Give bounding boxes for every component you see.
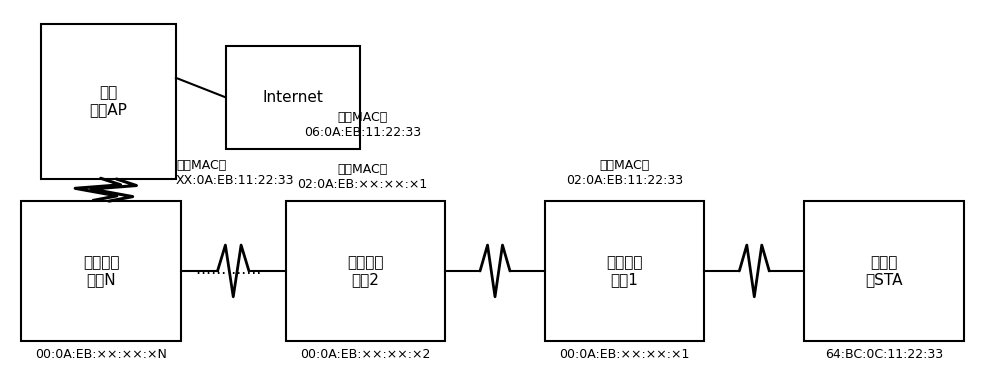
Text: 后端无
线STA: 后端无 线STA — [865, 255, 903, 287]
Text: 虚拟MAC：
02:0A:EB:××:××:×1: 虚拟MAC： 02:0A:EB:××:××:×1 — [297, 163, 428, 191]
FancyBboxPatch shape — [286, 201, 445, 341]
Text: 虚拟MAC：
02:0A:EB:11:22:33: 虚拟MAC： 02:0A:EB:11:22:33 — [566, 159, 683, 187]
Text: 00:0A:EB:××:××:×N: 00:0A:EB:××:××:×N — [35, 349, 167, 361]
FancyBboxPatch shape — [545, 201, 704, 341]
FancyBboxPatch shape — [226, 46, 360, 149]
FancyBboxPatch shape — [41, 23, 176, 179]
FancyBboxPatch shape — [21, 201, 181, 341]
Text: 虚拟MAC：
06:0A:EB:11:22:33: 虚拟MAC： 06:0A:EB:11:22:33 — [304, 111, 421, 139]
Text: 无线中继
设备N: 无线中继 设备N — [83, 255, 119, 287]
Text: …… ……: …… …… — [196, 262, 261, 276]
Text: Internet: Internet — [263, 90, 324, 105]
Text: 虚拟MAC：
XX:0A:EB:11:22:33: 虚拟MAC： XX:0A:EB:11:22:33 — [176, 159, 294, 187]
Text: 前端
无线AP: 前端 无线AP — [90, 85, 128, 117]
Text: 无线中继
设备1: 无线中继 设备1 — [606, 255, 643, 287]
FancyBboxPatch shape — [804, 201, 964, 341]
Text: 无线中继
设备2: 无线中继 设备2 — [347, 255, 384, 287]
Text: 00:0A:EB:××:××:×1: 00:0A:EB:××:××:×1 — [559, 349, 690, 361]
Text: 00:0A:EB:××:××:×2: 00:0A:EB:××:××:×2 — [300, 349, 431, 361]
Text: 64:BC:0C:11:22:33: 64:BC:0C:11:22:33 — [825, 349, 943, 361]
